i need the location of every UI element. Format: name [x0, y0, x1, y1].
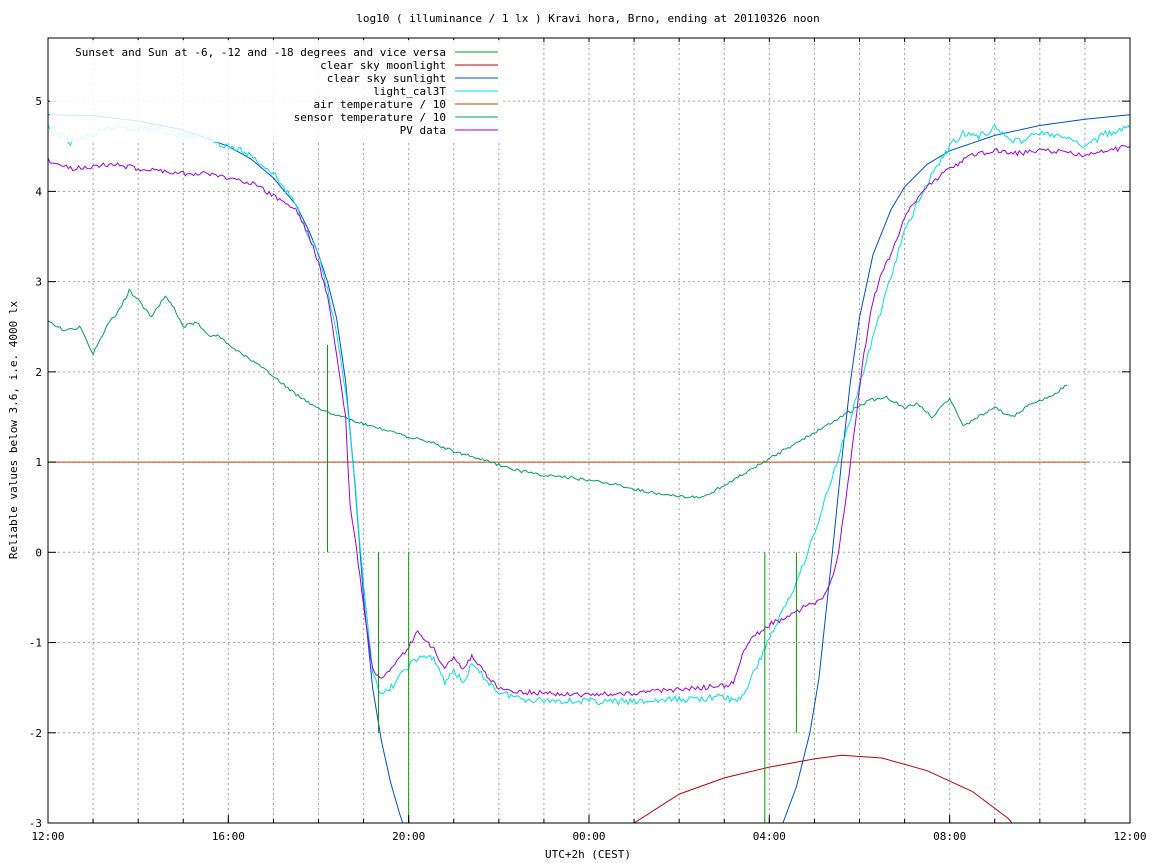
series-line — [633, 754, 1013, 823]
legend: Sunset and Sun at -6, -12 and -18 degree… — [75, 46, 498, 137]
series-line — [48, 122, 1130, 706]
legend-box — [50, 40, 502, 142]
y-tick-label: 0 — [35, 546, 42, 559]
series-layer — [48, 114, 1130, 823]
series-line — [48, 288, 1067, 499]
legend-label: PV data — [400, 124, 446, 137]
y-tick-label: 3 — [35, 276, 42, 289]
x-tick-label: 16:00 — [212, 830, 245, 843]
x-tick-label: 20:00 — [392, 830, 425, 843]
x-axis-label: UTC+2h (CEST) — [545, 848, 631, 861]
series-line — [782, 114, 1130, 823]
y-tick-label: 2 — [35, 366, 42, 379]
y-tick-label: -2 — [29, 727, 42, 740]
y-tick-label: -1 — [29, 637, 42, 650]
legend-label: light_cal3T — [373, 85, 446, 98]
y-axis-label: Reliable values below 3.6, i.e. 4000 lx — [7, 300, 20, 559]
legend-label: Sunset and Sun at -6, -12 and -18 degree… — [75, 46, 446, 59]
y-tick-label: 5 — [35, 95, 42, 108]
x-tick-label: 12:00 — [1113, 830, 1146, 843]
x-tick-label: 04:00 — [753, 830, 786, 843]
x-tick-label: 00:00 — [572, 830, 605, 843]
chart-title: log10 ( illuminance / 1 lx ) Kravi hora,… — [356, 12, 820, 25]
y-tick-label: -3 — [29, 817, 42, 830]
y-tick-label: 4 — [35, 185, 42, 198]
legend-label: air temperature / 10 — [314, 98, 446, 111]
legend-label: clear sky sunlight — [327, 72, 446, 85]
series-line — [48, 114, 404, 823]
series-line — [48, 144, 1130, 698]
x-tick-label: 08:00 — [933, 830, 966, 843]
x-axis-ticks: 12:00 16:00 20:00 00:00 04:00 08:00 12:00 — [31, 38, 1147, 843]
y-tick-label: 1 — [35, 456, 42, 469]
x-tick-label: 12:00 — [31, 830, 64, 843]
legend-label: sensor temperature / 10 — [294, 111, 446, 124]
y-axis-ticks: -3 -2 -1 0 1 2 3 4 5 — [29, 95, 1130, 830]
legend-label: clear sky moonlight — [320, 59, 446, 72]
